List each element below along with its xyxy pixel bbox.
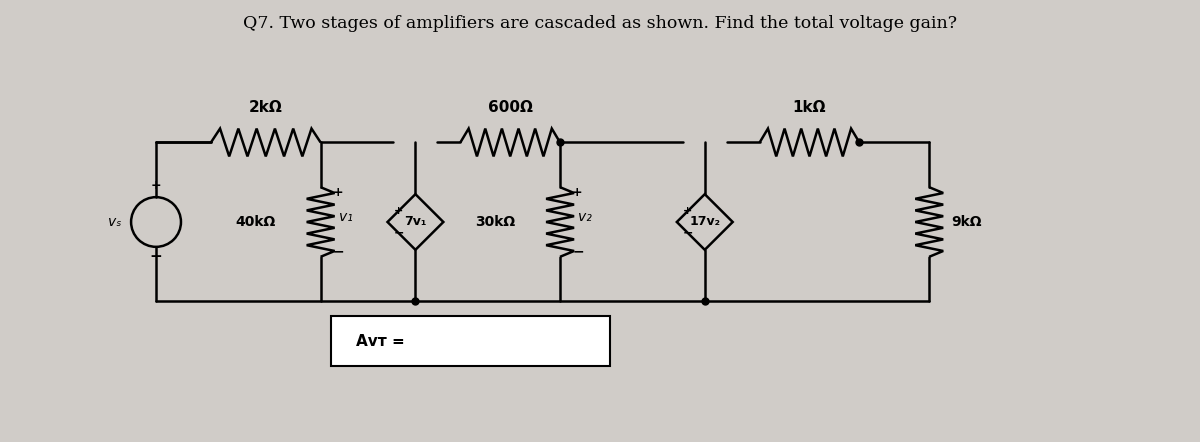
Text: −: − <box>572 245 583 259</box>
Text: −: − <box>332 245 344 259</box>
Text: Aᴠᴛ =: Aᴠᴛ = <box>355 334 404 349</box>
Text: vₛ: vₛ <box>108 215 121 229</box>
Text: −: − <box>150 249 162 264</box>
Text: Q7. Two stages of amplifiers are cascaded as shown. Find the total voltage gain?: Q7. Two stages of amplifiers are cascade… <box>242 15 958 31</box>
Text: 1kΩ: 1kΩ <box>793 100 827 114</box>
Text: v₂: v₂ <box>578 210 592 224</box>
FancyBboxPatch shape <box>331 316 610 366</box>
Text: v₁: v₁ <box>338 210 353 224</box>
Text: +: + <box>394 206 403 216</box>
Text: 30kΩ: 30kΩ <box>475 215 515 229</box>
Text: 9kΩ: 9kΩ <box>952 215 982 229</box>
Text: +: + <box>572 186 583 199</box>
Text: 40kΩ: 40kΩ <box>235 215 276 229</box>
Point <box>406 298 425 305</box>
Text: −: − <box>683 227 694 240</box>
Point <box>850 139 869 146</box>
Text: +: + <box>683 206 692 216</box>
Text: 600Ω: 600Ω <box>487 100 533 114</box>
Text: 2kΩ: 2kΩ <box>248 100 283 114</box>
Point <box>551 139 570 146</box>
Text: −: − <box>394 227 404 240</box>
Text: +: + <box>151 179 161 192</box>
Text: +: + <box>332 186 343 199</box>
Text: 17v₂: 17v₂ <box>689 216 720 229</box>
Text: 7v₁: 7v₁ <box>404 216 427 229</box>
Point <box>695 298 714 305</box>
